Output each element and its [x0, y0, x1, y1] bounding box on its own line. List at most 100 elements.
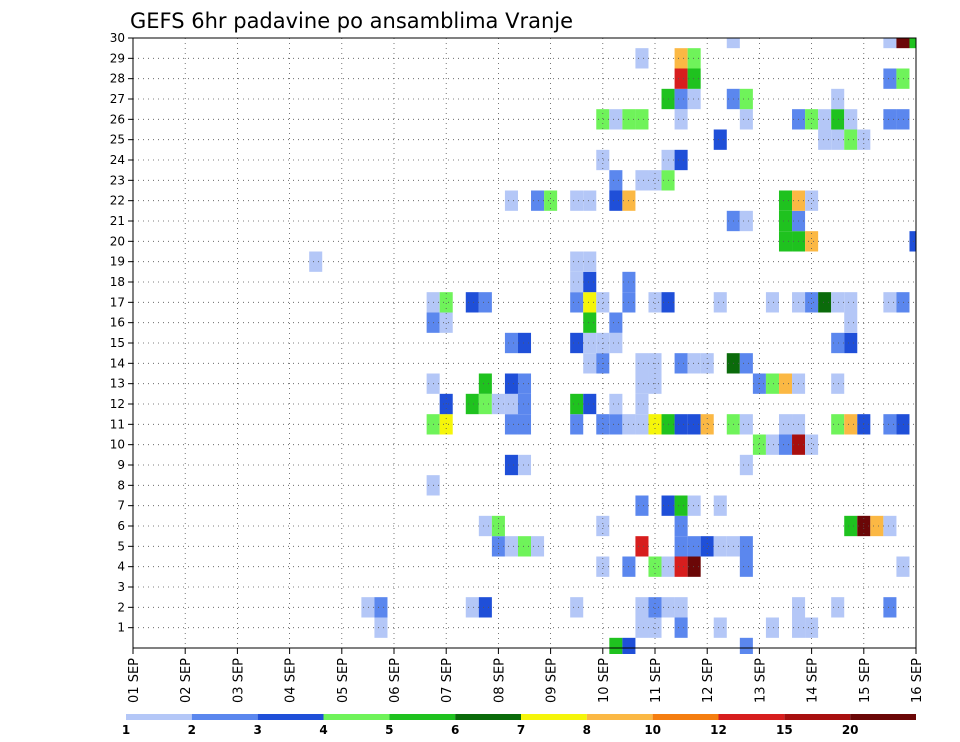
y-tick-label: 29 [110, 51, 125, 65]
precip-cell [674, 515, 688, 537]
precip-cell [805, 292, 819, 313]
precip-cell [713, 292, 727, 313]
precip-cell [687, 536, 701, 557]
legend-swatch [126, 714, 192, 720]
legend-label: 7 [517, 723, 525, 737]
precip-cell [517, 414, 532, 435]
precip-cell [896, 38, 910, 49]
y-tick-label: 6 [117, 519, 125, 533]
precip-cell [648, 556, 662, 577]
precip-cell [896, 68, 910, 89]
precip-cell [478, 597, 492, 618]
legend-swatch [521, 714, 587, 720]
precip-cell [674, 149, 688, 171]
precip-cell [674, 109, 688, 130]
precip-cell [609, 190, 623, 211]
y-tick-label: 23 [110, 173, 125, 187]
y-tick-label: 28 [110, 72, 125, 86]
legend-label: 12 [710, 723, 727, 737]
precip-cell [517, 393, 532, 415]
precip-cell [596, 292, 610, 313]
precip-cell [687, 48, 701, 69]
y-tick-label: 24 [110, 153, 125, 167]
y-tick-label: 21 [110, 214, 125, 228]
precip-cell [635, 495, 649, 516]
legend-swatch [652, 714, 719, 720]
precip-cell [831, 332, 845, 354]
y-tick-label: 13 [110, 377, 125, 391]
legend-label: 6 [451, 723, 459, 737]
precip-cell [504, 190, 518, 211]
legend-label: 8 [583, 723, 591, 737]
legend-swatch [455, 714, 521, 720]
precip-cell [674, 414, 688, 435]
precip-cell [674, 617, 688, 638]
x-tick-label: 03 SEP [231, 658, 246, 703]
precip-cell [583, 251, 597, 272]
y-tick-label: 15 [110, 336, 125, 350]
y-tick-label: 10 [110, 438, 125, 452]
precip-cell [818, 109, 832, 130]
y-tick-label: 17 [110, 295, 125, 309]
legend-label: 5 [385, 723, 393, 737]
precip-cell [674, 597, 688, 618]
precip-cell [739, 88, 753, 110]
data-cells [309, 38, 916, 654]
precip-cell [687, 88, 701, 110]
precip-cell [374, 617, 388, 638]
precip-cell [805, 617, 819, 638]
precip-cell [831, 129, 845, 150]
precip-cell [883, 68, 897, 89]
legend-label: 1 [122, 723, 130, 737]
precip-cell [504, 454, 518, 476]
x-tick-label: 05 SEP [336, 658, 351, 703]
precip-cell [570, 414, 584, 435]
y-tick-label: 4 [117, 560, 125, 574]
precip-cell [778, 231, 793, 252]
precip-cell [909, 38, 916, 49]
precip-cell [739, 556, 753, 577]
precip-cell [805, 109, 819, 130]
precip-cell [570, 597, 584, 618]
precip-cell [739, 454, 753, 476]
color-legend: 1 2 3 4 5 6 7 8 10 12 15 20 [122, 714, 916, 737]
precip-cell [596, 332, 610, 354]
precip-cell [909, 231, 916, 252]
precip-cell [609, 393, 623, 415]
y-tick-label: 30 [110, 31, 125, 45]
precip-cell [583, 332, 597, 354]
x-axis: 01 SEP 02 SEP 03 SEP 04 SEP 05 SEP 06 SEP 07 S… [127, 648, 925, 703]
precip-cell [596, 515, 610, 537]
precip-cell [844, 129, 858, 150]
precip-cell [583, 190, 597, 211]
precip-cell [609, 170, 623, 191]
precip-cell [439, 292, 453, 313]
legend-swatch [191, 714, 258, 720]
precip-cell [844, 515, 858, 537]
precip-cell [517, 332, 532, 354]
precip-cell [687, 556, 701, 577]
precip-cell [596, 109, 610, 130]
precip-cell [844, 312, 858, 333]
precip-cell [609, 637, 623, 654]
precip-cell [883, 292, 897, 313]
precip-cell [687, 414, 701, 435]
precip-cell [478, 292, 492, 313]
y-tick-label: 18 [110, 275, 125, 289]
precip-cell [765, 292, 779, 313]
precip-cell [570, 292, 584, 313]
precip-cell [726, 38, 740, 49]
precip-cell [687, 495, 701, 516]
precip-cell [622, 637, 636, 654]
x-tick-label: 08 SEP [492, 658, 507, 703]
legend-swatch [323, 714, 390, 720]
precip-cell [635, 536, 649, 557]
precip-cell [674, 556, 688, 577]
precip-cell [844, 332, 858, 354]
precip-cell [648, 617, 662, 638]
precip-cell [739, 109, 753, 130]
precip-cell [739, 353, 753, 374]
precip-cell [831, 88, 845, 110]
y-tick-label: 5 [117, 539, 125, 553]
